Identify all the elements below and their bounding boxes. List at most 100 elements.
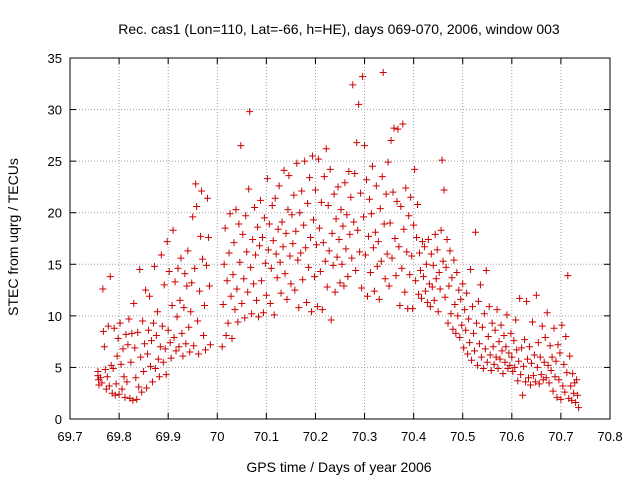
data-point xyxy=(413,233,421,241)
data-point xyxy=(545,379,553,387)
data-point xyxy=(224,319,232,327)
data-point xyxy=(522,378,530,386)
data-point xyxy=(322,145,330,153)
data-point xyxy=(520,362,528,370)
data-point xyxy=(327,316,335,324)
data-point xyxy=(428,283,436,291)
data-point xyxy=(458,321,466,329)
data-point xyxy=(479,364,487,372)
data-point xyxy=(368,162,376,170)
data-point xyxy=(419,273,427,281)
data-point xyxy=(442,263,450,271)
data-point xyxy=(396,302,404,310)
data-point xyxy=(205,282,213,290)
data-point xyxy=(144,350,152,358)
data-point xyxy=(288,211,296,219)
y-tick-label: 35 xyxy=(48,51,62,66)
data-point xyxy=(456,334,464,342)
data-point xyxy=(120,373,128,381)
x-tick-label: 69.7 xyxy=(57,429,82,444)
data-point xyxy=(348,254,356,262)
y-axis-label: STEC from uqrg / TECUs xyxy=(5,158,21,316)
data-point xyxy=(392,272,400,280)
data-point xyxy=(546,342,554,350)
data-point xyxy=(246,108,254,116)
data-point xyxy=(309,152,317,160)
data-point xyxy=(116,319,124,327)
data-point xyxy=(363,292,371,300)
data-point xyxy=(292,227,300,235)
data-point xyxy=(280,166,288,174)
data-point xyxy=(299,276,307,284)
data-point xyxy=(342,245,350,253)
data-point xyxy=(362,251,370,259)
data-point xyxy=(338,260,346,268)
data-point xyxy=(374,238,382,246)
data-point xyxy=(241,314,249,322)
data-point xyxy=(345,167,353,175)
data-point xyxy=(476,281,484,289)
data-point xyxy=(163,238,171,246)
data-point xyxy=(149,319,157,327)
data-point xyxy=(494,364,502,372)
data-point xyxy=(195,350,203,358)
data-point xyxy=(301,157,309,165)
data-point xyxy=(548,353,556,361)
data-point xyxy=(471,228,479,236)
data-point xyxy=(111,391,119,399)
data-point xyxy=(354,226,362,234)
data-point xyxy=(339,222,347,230)
data-point xyxy=(559,382,567,390)
data-point xyxy=(384,158,392,166)
data-point xyxy=(469,303,477,311)
data-point xyxy=(518,344,526,352)
data-point xyxy=(319,239,327,247)
data-point xyxy=(556,349,564,357)
data-point xyxy=(436,285,444,293)
data-point xyxy=(335,236,343,244)
data-point xyxy=(550,324,558,332)
data-point xyxy=(527,359,535,367)
data-point xyxy=(532,291,540,299)
data-point xyxy=(536,353,544,361)
x-tick-label: 70.5 xyxy=(450,429,475,444)
data-point xyxy=(493,306,501,314)
data-point xyxy=(537,371,545,379)
data-point xyxy=(528,318,536,326)
data-point xyxy=(203,194,211,202)
data-point xyxy=(451,301,459,309)
data-point xyxy=(367,210,375,218)
data-point xyxy=(123,378,131,386)
data-point xyxy=(448,274,456,282)
data-point xyxy=(222,331,230,339)
data-point xyxy=(303,298,311,306)
data-point xyxy=(188,279,196,287)
data-point xyxy=(563,369,571,377)
data-point xyxy=(568,396,576,404)
data-point xyxy=(572,398,580,406)
data-point xyxy=(410,221,418,229)
data-point xyxy=(364,232,372,240)
data-point xyxy=(135,383,143,391)
data-point xyxy=(356,248,364,256)
data-point xyxy=(115,390,123,398)
data-point xyxy=(309,216,317,224)
data-point xyxy=(260,214,268,222)
data-point xyxy=(376,205,384,213)
data-point xyxy=(432,275,440,283)
data-point xyxy=(334,183,342,191)
data-point xyxy=(270,311,278,319)
data-point xyxy=(439,257,447,265)
data-point xyxy=(237,142,245,150)
data-point xyxy=(510,337,518,345)
data-point xyxy=(201,346,209,354)
data-point xyxy=(558,321,566,329)
data-point xyxy=(430,296,438,304)
data-point xyxy=(219,301,227,309)
data-point xyxy=(267,264,275,272)
data-point xyxy=(218,343,226,351)
data-point xyxy=(245,185,253,193)
data-point xyxy=(200,331,208,339)
data-point xyxy=(274,225,282,233)
axis-ticks: 69.7 69.8 69.9 70 70.1 70.2 70.3 70.4 70.5 70.6 70… xyxy=(48,51,623,444)
